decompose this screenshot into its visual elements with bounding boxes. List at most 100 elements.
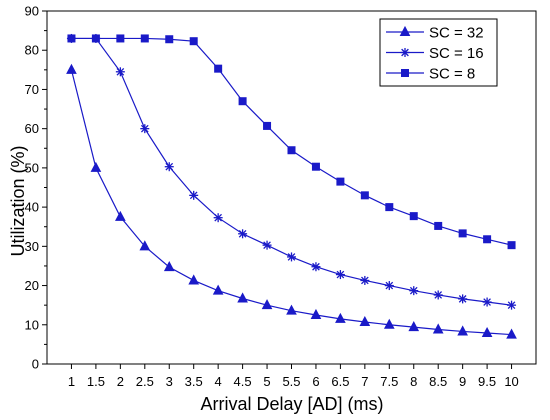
- star-marker: [400, 48, 410, 57]
- x-tick-label: 5: [263, 374, 270, 389]
- triangle-marker: [163, 261, 175, 272]
- star-marker: [507, 300, 517, 310]
- axes: 0 10 20 30 40 50 60 70 80 90 1 1.5 2 2.5 3 3.5 4 4.5 5 5.5 6…: [25, 4, 537, 389]
- y-tick-label: 90: [25, 4, 39, 19]
- triangle-marker: [310, 308, 322, 319]
- triangle-marker: [212, 284, 224, 295]
- x-tick-label: 4: [215, 374, 222, 389]
- x-tick-label: 2: [117, 374, 124, 389]
- square-marker: [67, 34, 76, 43]
- star-marker: [433, 290, 443, 300]
- y-tick-label: 40: [25, 200, 39, 215]
- star-marker: [287, 252, 296, 262]
- legend: SC = 32 SC = 16 SC = 8: [379, 18, 498, 87]
- x-tick-label: 3: [166, 374, 173, 389]
- triangle-marker: [237, 292, 248, 303]
- triangle-marker: [139, 240, 151, 251]
- x-axis-title: Arrival Delay [AD] (ms): [200, 394, 383, 414]
- y-axis-title: Utilization (%): [8, 145, 28, 256]
- square-marker: [385, 203, 394, 212]
- square-marker: [336, 177, 345, 186]
- square-marker: [401, 69, 409, 77]
- square-marker: [263, 121, 272, 130]
- star-marker: [213, 213, 223, 223]
- triangle-marker: [383, 318, 395, 329]
- square-marker: [360, 191, 369, 200]
- y-tick-label: 30: [25, 239, 39, 254]
- legend-label: SC = 8: [429, 66, 475, 83]
- y-tick-label: 10: [25, 317, 39, 332]
- triangle-marker: [66, 63, 77, 74]
- square-marker: [483, 235, 492, 244]
- triangle-marker: [399, 25, 411, 36]
- square-marker: [287, 146, 296, 155]
- y-tick-label: 0: [32, 357, 39, 372]
- square-marker: [91, 34, 100, 43]
- star-marker: [140, 124, 150, 134]
- legend-label: SC = 16: [429, 45, 484, 62]
- star-marker: [384, 281, 394, 291]
- legend-item: SC = 8: [386, 66, 475, 83]
- square-marker: [116, 34, 125, 43]
- triangle-marker: [286, 304, 297, 315]
- triangle-marker: [115, 210, 126, 221]
- x-tick-label: 9.5: [478, 374, 496, 389]
- square-marker: [189, 37, 198, 46]
- y-tick-label: 70: [25, 82, 39, 97]
- x-tick-label: 1: [68, 374, 75, 389]
- star-marker: [164, 162, 174, 172]
- x-tick-label: 7: [361, 374, 368, 389]
- legend-item: SC = 32: [386, 25, 484, 42]
- x-tick-label: 6: [312, 374, 319, 389]
- x-tick-label: 7.5: [380, 374, 398, 389]
- triangle-marker: [90, 161, 102, 172]
- x-tick-label: 3.5: [185, 374, 203, 389]
- square-marker: [409, 212, 418, 221]
- square-marker: [434, 221, 443, 230]
- x-tick-label: 8.5: [429, 374, 447, 389]
- series-layer: [66, 33, 517, 339]
- triangle-marker: [408, 321, 420, 332]
- x-tick-label: 9: [459, 374, 466, 389]
- star-marker: [360, 275, 370, 285]
- triangle-marker: [481, 326, 493, 338]
- legend-label: SC = 32: [429, 25, 484, 42]
- star-marker: [262, 240, 272, 250]
- series-triangle: [66, 63, 517, 339]
- triangle-marker: [457, 325, 468, 336]
- x-tick-label: 1.5: [87, 374, 105, 389]
- star-marker: [115, 67, 125, 77]
- x-tick-label: 8: [410, 374, 417, 389]
- triangle-marker: [359, 315, 371, 327]
- star-marker: [238, 229, 248, 239]
- series-line: [70, 69, 512, 336]
- triangle-marker: [335, 312, 346, 323]
- x-tick-label: 6.5: [331, 374, 349, 389]
- y-tick-label: 80: [25, 43, 39, 58]
- triangle-marker: [506, 328, 517, 339]
- square-marker: [214, 64, 223, 73]
- legend-item: SC = 16: [386, 45, 484, 62]
- square-marker: [458, 229, 467, 238]
- star-marker: [409, 286, 419, 296]
- x-tick-label: 2.5: [136, 374, 154, 389]
- square-marker: [140, 34, 149, 43]
- star-marker: [311, 262, 321, 272]
- star-marker: [189, 190, 199, 200]
- x-tick-label: 5.5: [282, 374, 300, 389]
- square-marker: [165, 35, 174, 44]
- star-marker: [458, 294, 468, 304]
- series-square: [67, 34, 516, 250]
- triangle-marker: [432, 323, 444, 334]
- x-tick-label: 10: [504, 374, 518, 389]
- star-marker: [335, 270, 345, 280]
- y-tick-label: 20: [25, 278, 39, 293]
- star-marker: [482, 297, 492, 307]
- square-marker: [311, 162, 320, 171]
- triangle-marker: [261, 299, 273, 310]
- y-tick-label: 60: [25, 121, 39, 136]
- square-marker: [507, 241, 516, 250]
- x-tick-label: 4.5: [234, 374, 252, 389]
- triangle-marker: [188, 274, 200, 285]
